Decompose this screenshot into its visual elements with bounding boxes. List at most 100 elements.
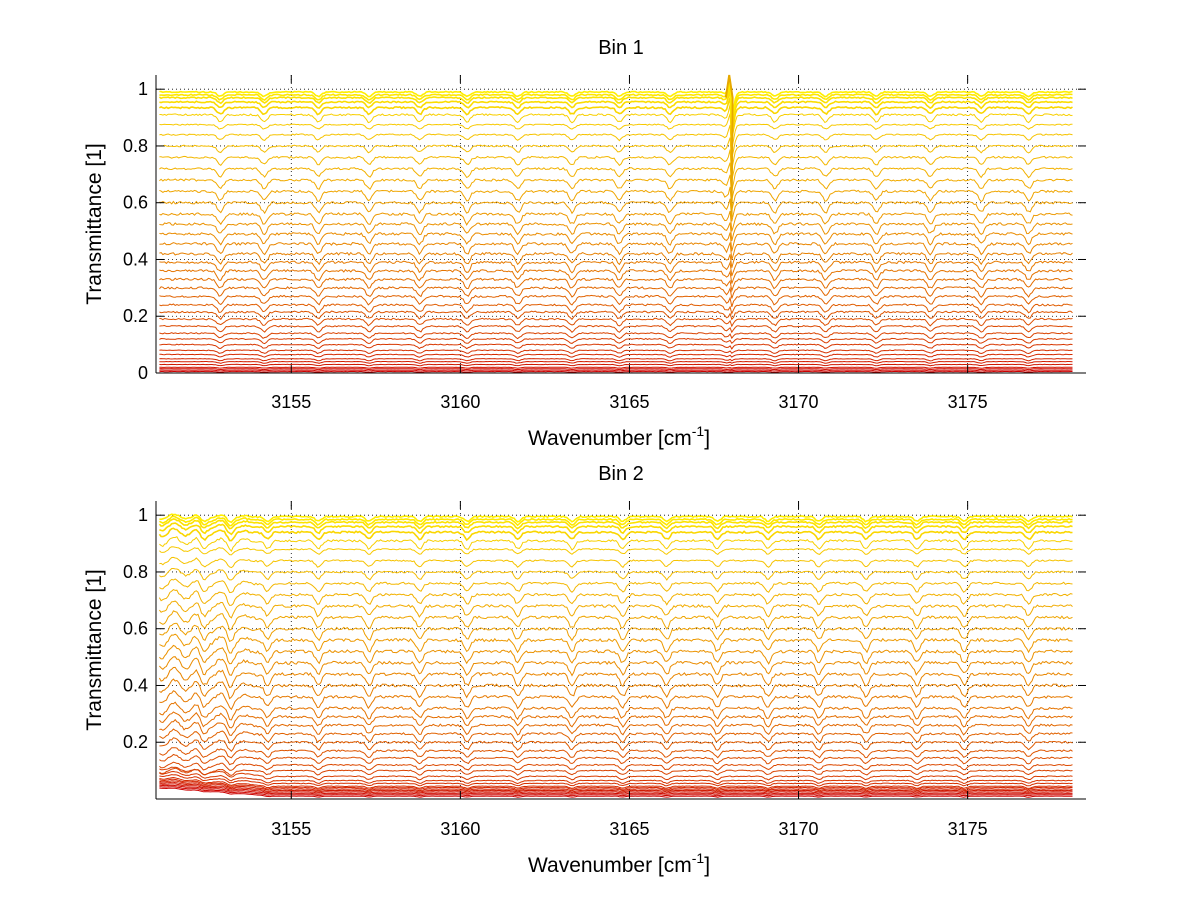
y-axis-label: Transmittance [1] — [83, 143, 106, 304]
x-tick-label: 3165 — [609, 819, 649, 839]
series-line — [159, 718, 1073, 736]
series-line — [159, 787, 1073, 798]
x-tick-label: 3170 — [779, 819, 819, 839]
series-line — [159, 522, 1073, 536]
series-line — [159, 113, 1073, 150]
series-line — [159, 622, 1073, 642]
y-tick-label: 0.6 — [123, 619, 148, 639]
series-line — [159, 556, 1073, 569]
series-line — [159, 774, 1073, 787]
series-line — [159, 286, 1073, 299]
series-line — [159, 79, 1073, 120]
y-axis-label: Transmittance [1] — [83, 569, 106, 730]
series-line — [159, 337, 1073, 345]
series-line — [159, 358, 1073, 362]
series-line — [159, 104, 1073, 142]
series-line — [159, 162, 1073, 191]
x-axis-label: Wavenumber [cm-1] — [528, 423, 710, 450]
series-line — [159, 644, 1073, 665]
y-tick-label: 0.4 — [123, 675, 148, 695]
series-group — [158, 513, 1073, 798]
series-line — [159, 728, 1073, 744]
y-tick-label: 1 — [138, 79, 148, 99]
series-line — [159, 784, 1073, 795]
subplot-bin-1: 3155 3160 3165 3170 3175 0 0.2 0.4 0.6 0.8 1 Bin 1 W… — [83, 37, 1086, 450]
series-line — [159, 222, 1073, 242]
series-line — [159, 515, 1073, 527]
series-line — [159, 97, 1073, 135]
series-line — [159, 690, 1073, 711]
x-tick-label: 3155 — [271, 392, 311, 412]
series-group — [158, 74, 1073, 374]
series-line — [159, 303, 1073, 316]
x-tick-label: 3175 — [948, 392, 988, 412]
series-line — [159, 124, 1073, 159]
series-line — [158, 666, 1073, 689]
series-line — [159, 317, 1073, 328]
series-line — [158, 518, 1073, 530]
series-line — [159, 536, 1073, 553]
spike-feature — [724, 74, 734, 217]
x-axis-label: Wavenumber [cm-1] — [528, 850, 710, 877]
series-line — [159, 277, 1073, 293]
series-line — [159, 360, 1073, 364]
series-line — [159, 610, 1073, 631]
y-tick-label: 0.2 — [123, 306, 148, 326]
series-line — [158, 589, 1073, 606]
series-line — [159, 353, 1073, 358]
series-line — [159, 368, 1073, 371]
series-line — [159, 174, 1073, 201]
x-tick-label: 3170 — [779, 392, 819, 412]
series-line — [159, 770, 1073, 785]
series-line — [159, 678, 1073, 700]
series-line — [158, 84, 1073, 126]
x-tick-label: 3160 — [440, 819, 480, 839]
y-tick-label: 0.4 — [123, 249, 148, 269]
series-line — [159, 268, 1073, 284]
series-line — [159, 149, 1073, 181]
series-line — [159, 369, 1073, 372]
series-line — [159, 781, 1073, 793]
series-line — [159, 711, 1073, 729]
series-line — [159, 90, 1073, 129]
series-line — [159, 737, 1073, 752]
series-line — [159, 633, 1073, 654]
series-line — [159, 260, 1073, 277]
series-line — [159, 767, 1073, 776]
series-line — [159, 324, 1073, 334]
series-line — [159, 186, 1073, 211]
x-tick-label: 3155 — [271, 819, 311, 839]
series-line — [159, 546, 1073, 556]
series-line — [159, 780, 1073, 792]
series-line — [159, 137, 1073, 170]
series-line — [159, 82, 1073, 122]
series-line — [159, 776, 1073, 789]
series-line — [159, 600, 1073, 619]
series-line — [159, 766, 1073, 781]
series-line — [159, 701, 1073, 721]
chart-title: Bin 1 — [598, 37, 644, 59]
series-line — [159, 198, 1073, 222]
x-tick-label: 3160 — [440, 392, 480, 412]
series-line — [159, 783, 1073, 794]
series-line — [159, 210, 1073, 232]
x-tick-label: 3175 — [948, 819, 988, 839]
y-tick-label: 0.8 — [123, 136, 148, 156]
series-line — [159, 343, 1073, 350]
series-line — [159, 332, 1073, 340]
series-line — [159, 349, 1073, 355]
x-tick-label: 3165 — [609, 392, 649, 412]
y-tick-label: 0.2 — [123, 732, 148, 752]
series-line — [159, 578, 1073, 594]
y-tick-label: 1 — [138, 505, 148, 525]
series-line — [159, 241, 1073, 260]
series-line — [159, 753, 1073, 766]
series-line — [159, 656, 1073, 677]
series-line — [159, 761, 1073, 771]
series-line — [159, 251, 1073, 268]
grid — [156, 501, 1086, 799]
subplot-bin-2: 3155 3160 3165 3170 3175 0.2 0.4 0.6 0.8 1 Bin 2 Wa… — [83, 463, 1086, 877]
y-tick-label: 0 — [138, 363, 148, 383]
series-line — [158, 527, 1073, 542]
